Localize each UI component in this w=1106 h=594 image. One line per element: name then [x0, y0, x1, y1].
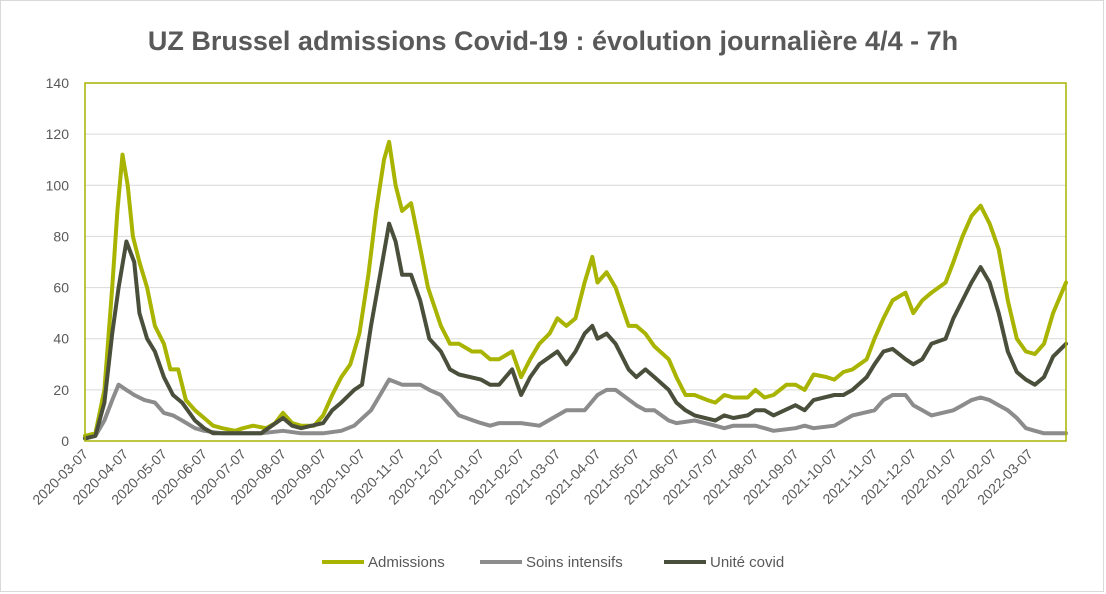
gridlines — [85, 82, 1066, 442]
legend-label-1: Soins intensifs — [526, 554, 623, 571]
legend-label-2: Unité covid — [710, 554, 784, 571]
y-tick-label: 60 — [53, 280, 69, 296]
series-line-0 — [83, 139, 1068, 438]
y-tick-label: 120 — [46, 126, 70, 142]
y-tick-label: 100 — [46, 177, 70, 193]
legend: Admissions Soins intensifs Unité covid — [322, 554, 784, 571]
x-axis-ticks: 2020-03-072020-04-072020-05-072020-06-07… — [29, 446, 1036, 508]
series-lines — [83, 139, 1068, 441]
y-axis-ticks: 0 20 40 60 80 100 120 140 — [46, 75, 70, 449]
chart-title: UZ Brussel admissions Covid-19 : évoluti… — [148, 26, 958, 56]
series-line-2 — [83, 221, 1068, 441]
y-tick-label: 20 — [53, 382, 69, 398]
y-tick-label: 40 — [53, 331, 69, 347]
legend-label-0: Admissions — [368, 554, 445, 571]
y-tick-label: 80 — [53, 228, 69, 244]
y-tick-label: 0 — [61, 433, 69, 449]
y-tick-label: 140 — [46, 75, 70, 91]
plot-area-border — [84, 82, 1067, 442]
